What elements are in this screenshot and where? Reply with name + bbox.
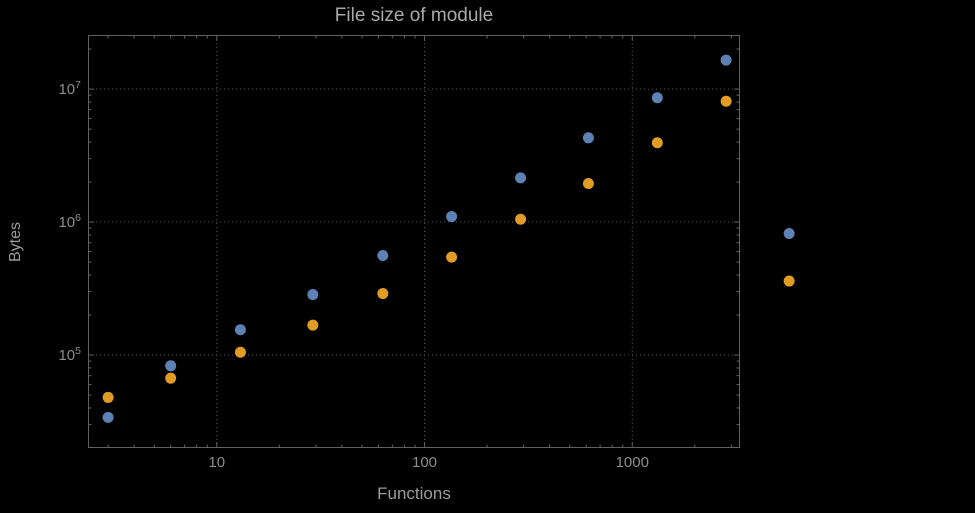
data-point-orange (446, 251, 458, 263)
x-axis-label: Functions (377, 484, 451, 503)
x-tick-label: 10 (208, 454, 225, 471)
data-point-orange (234, 346, 246, 358)
data-point-blue (234, 324, 246, 336)
data-point-orange (720, 95, 732, 107)
plot-frame (88, 35, 740, 448)
x-tick-label: 100 (412, 454, 437, 471)
data-point-blue (446, 211, 458, 223)
y-tick-label: 106 (58, 212, 81, 231)
y-tick-label: 105 (58, 345, 81, 364)
data-point-blue (307, 289, 319, 301)
data-point-blue (783, 228, 795, 240)
y-axis-label: Bytes (7, 222, 24, 263)
data-point-blue (515, 172, 527, 184)
data-point-orange (582, 177, 594, 189)
data-point-blue (720, 54, 732, 66)
data-point-orange (377, 288, 389, 300)
data-point-orange (651, 137, 663, 149)
data-point-orange (515, 213, 527, 225)
data-point-blue (377, 250, 389, 262)
data-point-blue (582, 132, 594, 144)
data-point-blue (651, 92, 663, 104)
data-point-orange (165, 372, 177, 384)
data-point-orange (102, 391, 114, 403)
x-tick-label: 1000 (616, 454, 649, 471)
data-point-orange (307, 319, 319, 331)
chart-title: File size of module (334, 5, 494, 26)
data-point-blue (102, 411, 114, 423)
data-point-blue (165, 360, 177, 372)
data-point-orange (783, 275, 795, 287)
y-tick-label: 107 (58, 79, 81, 98)
